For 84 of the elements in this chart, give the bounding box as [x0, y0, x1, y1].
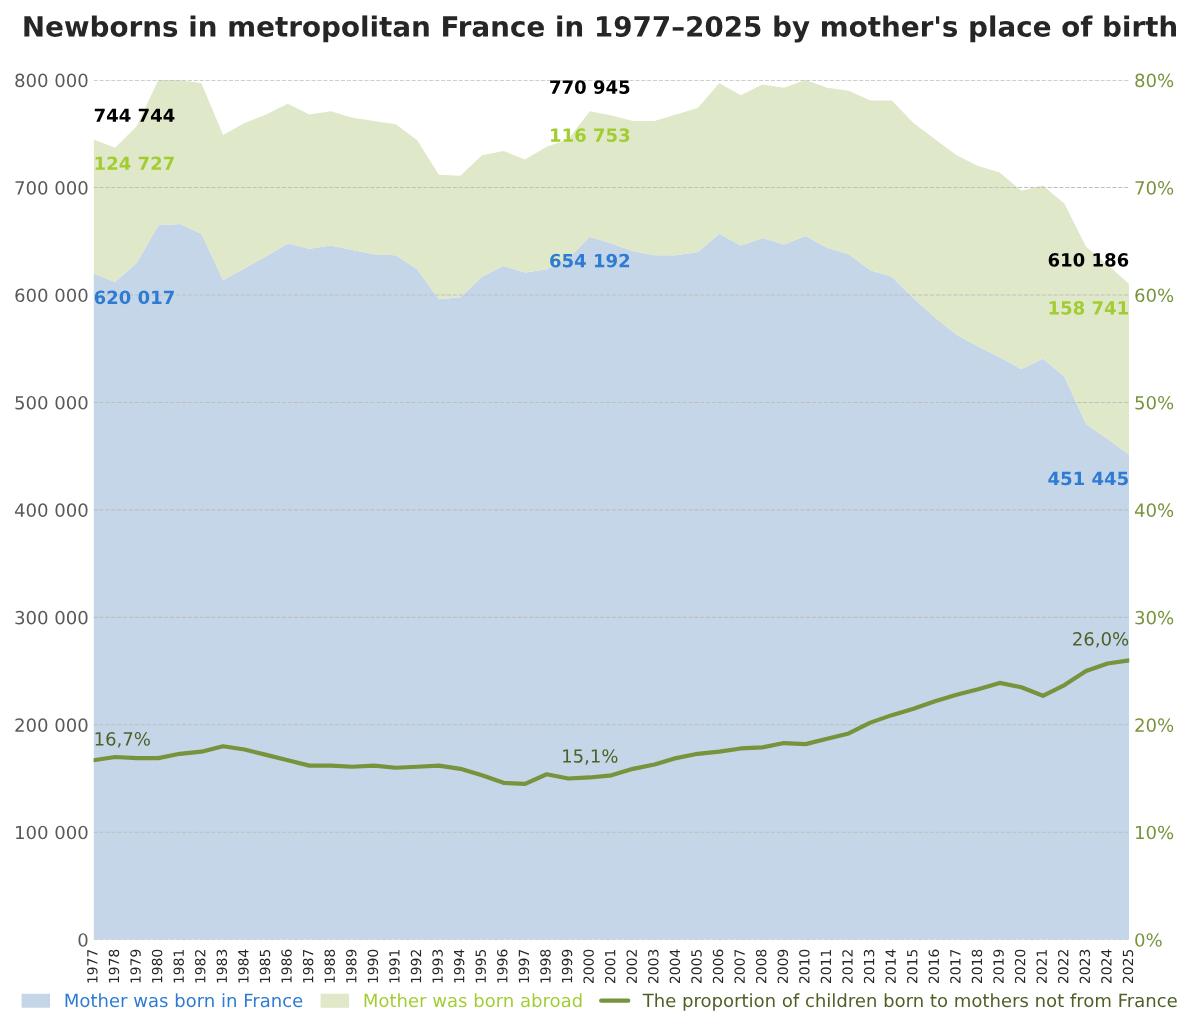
x-tick-label: 1996 [497, 949, 508, 983]
x-tick-label: 1979 [130, 949, 141, 983]
x-tick-label: 2006 [712, 949, 724, 984]
y-tick-label: 500 000 [15, 395, 88, 410]
x-tick-label: 1987 [302, 949, 314, 983]
x-tick-label: 1993 [432, 949, 443, 983]
x-tick-label: 2022 [1058, 950, 1069, 984]
data-label: 124 727 [95, 156, 174, 170]
x-tick-label: 2015 [906, 949, 918, 984]
y2-tick-label: 30% [1135, 610, 1174, 625]
total-label: 610 186 [1048, 253, 1129, 267]
x-tick-label: 1990 [367, 949, 379, 983]
x-tick-label: 2025 [1122, 949, 1134, 984]
x-tick-label: 2010 [799, 949, 810, 984]
y-tick-label: 700 000 [15, 181, 88, 195]
x-tick-label: 2024 [1101, 949, 1112, 984]
data-label: 15,1% [563, 749, 618, 765]
x-tick-label: 1994 [453, 949, 465, 983]
data-label: 654 192 [550, 253, 630, 268]
chart-title: Newborns in metropolitan France in 1977–2025 by mother's place of birth [24, 15, 1177, 43]
x-tick-label: 2011 [820, 950, 832, 984]
y2-tick-label: 80% [1135, 73, 1174, 88]
x-tick-label: 1988 [324, 949, 335, 983]
data-label: 116 753 [551, 128, 630, 142]
y-tick-label: 300 000 [15, 610, 88, 625]
x-tick-label: 1981 [173, 950, 184, 983]
x-tick-label: 2003 [648, 949, 659, 984]
x-tick-label: 2023 [1079, 949, 1091, 984]
legend-label: Mother was born in France [65, 993, 303, 1008]
x-tick-label: 2000 [583, 949, 594, 984]
y-tick-label: 600 000 [15, 288, 88, 303]
y-tick-label: 100 000 [16, 825, 88, 840]
x-tick-label: 1980 [151, 949, 163, 983]
x-tick-label: 1984 [238, 949, 249, 983]
x-tick-label: 2002 [626, 950, 637, 984]
x-tick-label: 2001 [604, 950, 616, 984]
x-tick-label: 1978 [108, 949, 120, 983]
x-tick-label: 2013 [863, 949, 875, 984]
data-label: 26,0% [1073, 632, 1129, 648]
y-tick-label: 200 000 [15, 718, 88, 732]
legend-label: Mother was born abroad [364, 993, 582, 1008]
y2-tick-label: 50% [1135, 395, 1174, 410]
x-tick-label: 1998 [540, 949, 551, 983]
x-tick-label: 2007 [734, 949, 745, 984]
x-tick-label: 2008 [755, 949, 767, 984]
x-tick-label: 1989 [346, 949, 357, 983]
y2-tick-label: 60% [1135, 288, 1174, 303]
x-tick-label: 2021 [1036, 950, 1047, 984]
x-tick-label: 1997 [518, 949, 530, 983]
y-tick-label: 400 000 [14, 503, 88, 518]
x-tick-label: 1983 [216, 949, 228, 983]
data-label: 158 741 [1049, 301, 1128, 315]
x-tick-label: 1991 [389, 950, 400, 983]
x-tick-label: 1999 [561, 949, 573, 983]
x-tick-label: 1985 [259, 949, 271, 983]
x-tick-label: 2005 [691, 949, 702, 984]
total-label: 770 945 [550, 80, 630, 94]
data-label: 16,7% [95, 732, 150, 748]
y2-tick-label: 70% [1135, 181, 1174, 195]
data-label: 620 017 [94, 290, 174, 305]
x-tick-label: 2009 [777, 949, 789, 984]
y2-tick-label: 20% [1135, 718, 1174, 732]
total-label: 744 744 [94, 108, 175, 122]
x-tick-label: 1995 [475, 949, 486, 983]
x-tick-label: 2019 [993, 949, 1004, 984]
x-tick-label: 2016 [928, 949, 940, 984]
data-label: 451 445 [1048, 471, 1128, 486]
x-tick-label: 2017 [950, 949, 961, 984]
x-tick-label: 2004 [669, 949, 681, 984]
line-series [93, 658, 1130, 786]
x-tick-label: 1982 [195, 950, 206, 983]
y-tick-label: 800 000 [15, 73, 88, 88]
x-tick-label: 2018 [971, 949, 983, 984]
y2-tick-label: 0% [1135, 933, 1162, 947]
y-tick-label: 0 [78, 933, 88, 947]
x-tick-label: 2012 [842, 950, 853, 984]
x-tick-label: 2020 [1014, 949, 1026, 984]
y2-tick-label: 40% [1134, 503, 1174, 518]
y2-tick-label: 10% [1136, 825, 1174, 840]
x-tick-label: 1986 [281, 949, 292, 983]
x-tick-label: 1992 [410, 950, 422, 983]
x-tick-label: 1977 [87, 949, 98, 983]
legend-label: The proportion of children born to mothers not from France [642, 993, 1177, 1011]
x-tick-label: 2014 [885, 949, 896, 984]
